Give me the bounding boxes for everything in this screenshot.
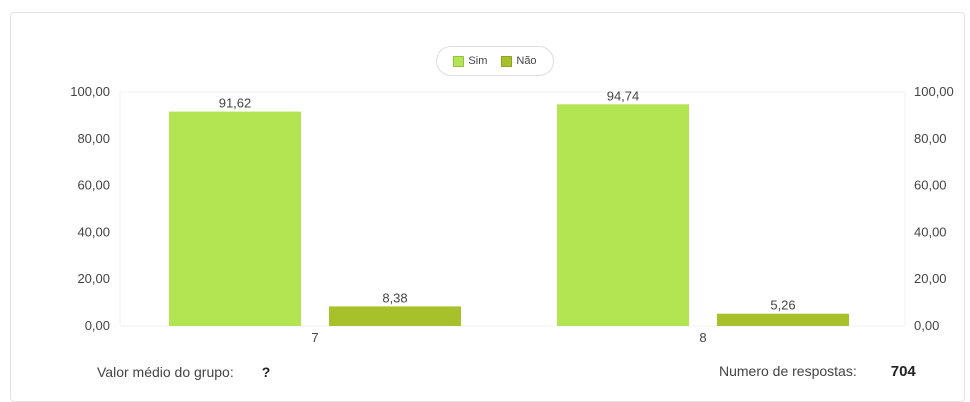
y-tick-label-left: 20,00 [77, 271, 110, 286]
plot-area [119, 91, 906, 327]
group-average: Valor médio do grupo: ? [97, 364, 270, 380]
y-tick-label-right: 60,00 [914, 178, 947, 193]
y-tick-label-left: 100,00 [70, 84, 110, 99]
bar-sim-8 [557, 104, 689, 326]
group-average-label: Valor médio do grupo: [97, 364, 234, 380]
legend-label-nao: Não [516, 55, 537, 67]
x-tick-label: 8 [699, 330, 706, 345]
chart-legend: Sim Não [436, 46, 554, 76]
group-average-value: ? [261, 364, 271, 380]
y-tick-label-right: 80,00 [914, 131, 947, 146]
y-tick-label-left: 80,00 [77, 131, 110, 146]
y-tick-label-left: 0,00 [85, 318, 110, 333]
y-tick-label-right: 40,00 [914, 224, 947, 239]
bar-nao-8 [717, 313, 849, 326]
bar-sim-7 [169, 111, 301, 327]
y-tick-label-left: 60,00 [77, 178, 110, 193]
response-count-value: 704 [890, 363, 916, 380]
legend-swatch-sim [453, 55, 465, 67]
bar-nao-7 [329, 306, 461, 326]
data-label: 91,62 [219, 96, 252, 111]
response-count: Numero de respostas: 704 [719, 363, 916, 380]
y-tick-label-right: 0,00 [914, 318, 939, 333]
legend-item-sim[interactable]: Sim [453, 55, 487, 67]
legend-swatch-nao [501, 55, 513, 67]
legend-label-sim: Sim [468, 55, 488, 67]
data-label: 5,26 [770, 298, 795, 313]
data-label: 8,38 [382, 290, 407, 305]
y-tick-label-right: 100,00 [914, 84, 954, 99]
y-tick-label-right: 20,00 [914, 271, 947, 286]
data-label: 94,74 [607, 88, 640, 103]
response-count-label: Numero de respostas: [719, 363, 857, 379]
bar-chart: 0,00 0,00 20,00 20,00 40,00 40,00 60,00 60,00 80… [70, 84, 954, 345]
x-tick-label: 7 [311, 330, 318, 345]
y-tick-label-left: 40,00 [77, 224, 110, 239]
legend-item-nao[interactable]: Não [501, 55, 537, 67]
